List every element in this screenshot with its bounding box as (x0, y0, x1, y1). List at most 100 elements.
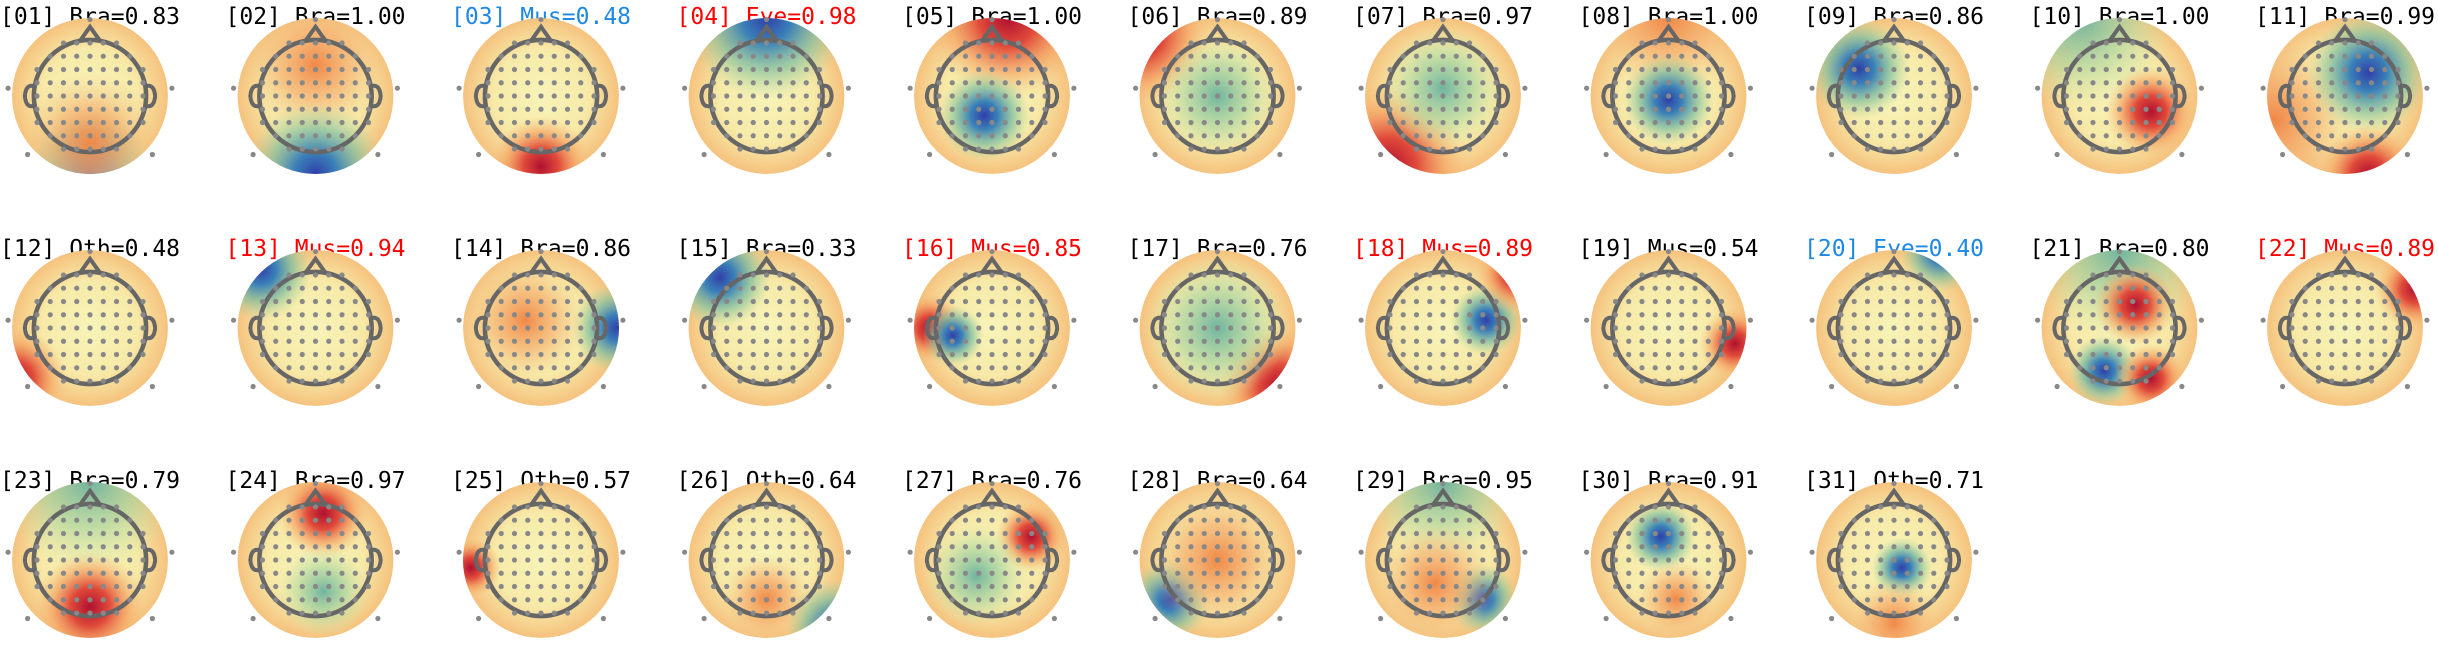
electrode (286, 285, 292, 291)
electrode (2130, 93, 2136, 99)
electrode (578, 583, 584, 590)
electrode (1679, 557, 1685, 563)
left-ear (1150, 315, 1162, 341)
electrode (1705, 53, 1711, 59)
electrode (1665, 517, 1672, 523)
electrode (1015, 378, 1022, 384)
electrode (1175, 530, 1181, 537)
electrode (312, 365, 319, 371)
electrode (1480, 325, 1486, 331)
electrode (140, 338, 146, 344)
electrode (2395, 119, 2401, 126)
electrode (1413, 53, 1420, 59)
electrode (1584, 549, 1590, 555)
electrode (750, 66, 756, 73)
electrode (1175, 93, 1181, 99)
electrode (790, 80, 796, 86)
electrode (273, 338, 279, 344)
electrode (312, 248, 319, 255)
electrode (989, 597, 995, 603)
electrode (2315, 312, 2322, 318)
electrode (511, 53, 518, 59)
electrode (47, 351, 53, 358)
electrode (1254, 66, 1260, 73)
electrode (259, 325, 266, 331)
electrode (2289, 351, 2295, 358)
electrode (976, 351, 982, 358)
electrode (1267, 338, 1274, 344)
left-ear (22, 315, 35, 341)
electrode (1665, 119, 1672, 126)
electrode (1917, 610, 1924, 616)
electrode (1864, 80, 1871, 86)
electrode (1864, 597, 1871, 603)
electrode (936, 106, 942, 112)
electrode (1864, 583, 1871, 590)
electrode (936, 570, 942, 576)
electrode (1002, 298, 1008, 305)
electrode (1228, 338, 1234, 344)
electrode (1175, 53, 1181, 59)
electrode (1652, 312, 1658, 318)
electrode (34, 325, 40, 331)
electrode (551, 40, 557, 46)
electrode (790, 338, 796, 344)
electrode (1440, 557, 1446, 563)
electrode (1453, 325, 1459, 331)
electrode (2077, 133, 2083, 139)
electrode (989, 285, 995, 291)
electrode (1705, 557, 1711, 563)
electrode (1228, 40, 1234, 46)
electrode (352, 80, 358, 86)
electrode (777, 597, 783, 603)
electrode (1188, 544, 1194, 550)
electrode (259, 312, 266, 318)
electrode (1480, 351, 1486, 358)
electrode (2054, 383, 2060, 390)
electrode (352, 93, 358, 99)
electrode (87, 53, 93, 59)
electrode (790, 351, 796, 358)
electrode (113, 583, 120, 590)
nose (980, 487, 1004, 507)
electrode (2315, 351, 2322, 358)
electrode (140, 66, 146, 73)
electrode (1679, 66, 1685, 73)
electrode (1042, 544, 1048, 550)
electrode (113, 272, 120, 278)
electrode (1400, 298, 1406, 305)
electrode (1493, 106, 1499, 112)
electrode (750, 312, 756, 318)
electrode (1267, 351, 1274, 358)
electrode (976, 325, 982, 331)
electrode (1440, 106, 1446, 112)
electrode (498, 119, 504, 126)
topomap: [30] Bra=0.91 (1579, 468, 1759, 638)
electrode (1639, 610, 1645, 616)
nose (1656, 255, 1681, 275)
electrode (352, 583, 358, 590)
electrode (777, 610, 783, 616)
nose (1882, 255, 1906, 275)
electrode (511, 530, 518, 537)
electrode (1427, 93, 1433, 99)
electrode (326, 106, 332, 112)
electrode (737, 583, 743, 590)
electrode (312, 583, 319, 590)
electrode (724, 106, 730, 112)
electrode (312, 338, 319, 344)
electrode (1718, 298, 1725, 305)
topomap: [29] Bra=0.95 (1353, 468, 1533, 638)
electrode (1015, 325, 1022, 331)
electrode (113, 557, 120, 563)
electrode (87, 133, 93, 139)
electrode (1042, 93, 1048, 99)
electrode (1029, 365, 1035, 371)
electrode (763, 93, 770, 99)
electrode (600, 383, 607, 390)
electrode (949, 325, 955, 331)
electrode (701, 615, 707, 622)
electrode (1718, 530, 1725, 537)
electrode (2090, 40, 2096, 46)
electrode (1692, 504, 1698, 510)
